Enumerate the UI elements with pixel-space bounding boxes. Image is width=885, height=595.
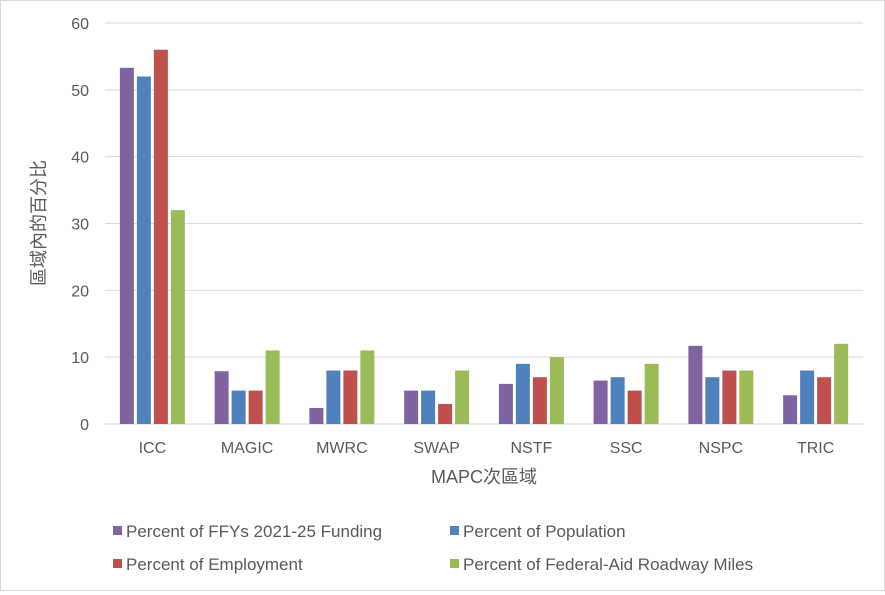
x-axis-title: MAPC次區域 (431, 467, 537, 487)
bar (705, 377, 720, 424)
x-tick-label: SWAP (413, 440, 460, 457)
gridlines (105, 22, 863, 425)
y-tick-label: 50 (71, 83, 89, 100)
legend-swatch (113, 559, 122, 568)
x-tick-label: NSTF (510, 440, 552, 457)
x-tick-label: MWRC (316, 440, 368, 457)
bar (438, 403, 453, 424)
legend: Percent of FFYs 2021-25 Funding Percent o… (113, 522, 753, 574)
bars (119, 49, 849, 425)
y-axis-title: 區域內的百分比 (29, 160, 49, 286)
bar (688, 345, 703, 424)
bar (326, 370, 341, 424)
y-tick-label: 30 (71, 217, 89, 234)
bar (455, 370, 470, 424)
bar (498, 383, 513, 424)
bar (231, 390, 246, 424)
bar (593, 380, 608, 424)
x-tick-label: TRIC (797, 440, 834, 457)
x-tick-label: ICC (139, 440, 167, 457)
bar (404, 390, 419, 424)
bar (265, 350, 280, 424)
bar (610, 377, 625, 424)
bar (817, 377, 832, 424)
bar (136, 76, 151, 424)
y-tick-label: 20 (71, 283, 89, 300)
y-tick-label: 60 (71, 16, 89, 33)
y-tick-label: 0 (80, 417, 89, 434)
bar (170, 210, 185, 424)
bar (214, 371, 229, 424)
bar (360, 350, 375, 424)
legend-label: Percent of FFYs 2021-25 Funding (126, 522, 382, 541)
bar (309, 407, 324, 424)
bar (343, 370, 358, 424)
bar (834, 343, 849, 424)
legend-swatch (450, 559, 459, 568)
x-axis-ticks: ICC MAGIC MWRC SWAP NSTF SSC NSPC TRIC (139, 440, 835, 457)
bar (153, 49, 168, 424)
legend-label: Percent of Population (463, 522, 626, 541)
bar (515, 363, 530, 424)
x-tick-label: NSPC (699, 440, 743, 457)
legend-label: Percent of Federal-Aid Roadway Miles (463, 555, 753, 574)
bar (248, 390, 263, 424)
x-tick-label: SSC (610, 440, 643, 457)
bar (783, 395, 798, 424)
bar (532, 377, 547, 424)
x-tick-label: MAGIC (221, 440, 273, 457)
bar (421, 390, 436, 424)
bar (549, 357, 564, 424)
bar (800, 370, 815, 424)
legend-swatch (450, 526, 459, 535)
bar (119, 67, 134, 425)
bar (644, 363, 659, 424)
legend-label: Percent of Employment (126, 555, 303, 574)
bar (627, 390, 642, 424)
y-tick-label: 40 (71, 150, 89, 167)
bar (739, 370, 754, 424)
y-axis-ticks: 0 10 20 30 40 50 60 (71, 16, 89, 434)
bar (722, 370, 737, 424)
y-tick-label: 10 (71, 350, 89, 367)
legend-swatch (113, 526, 122, 535)
